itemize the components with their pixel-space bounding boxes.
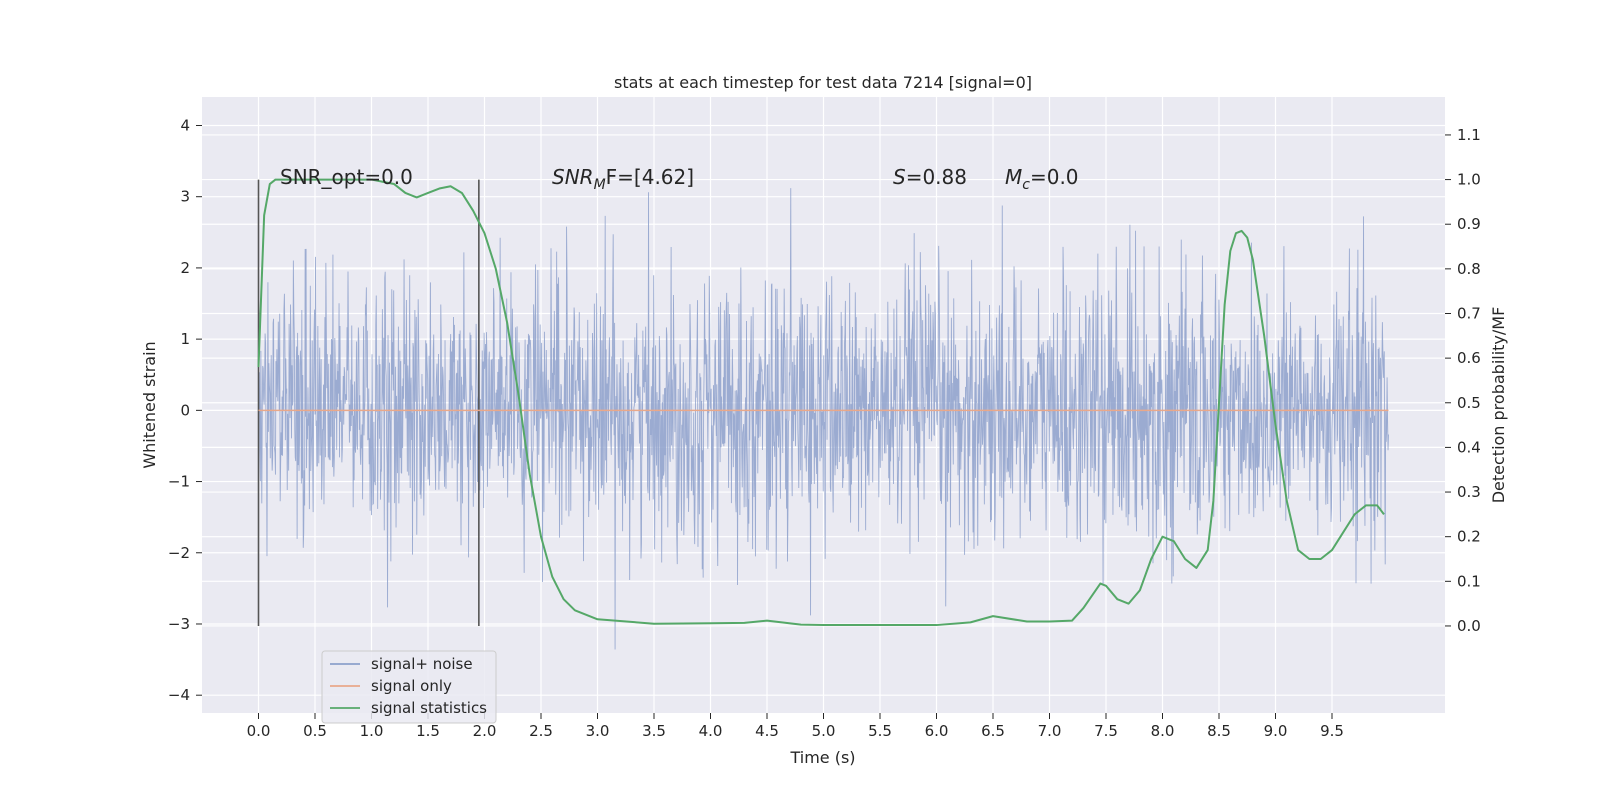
x-tick-label: 3.0 xyxy=(586,722,610,740)
y-right-tick-label: 0.2 xyxy=(1457,528,1481,546)
y-left-tick-label: 0 xyxy=(180,401,190,419)
x-tick-label: 1.0 xyxy=(360,722,384,740)
x-tick-label: 3.5 xyxy=(642,722,666,740)
y-right-tick-labels: 1.1 1.0 0.9 0.8 0.7 0.6 0.5 0.4 0.3 0.2 0.1 0.0 xyxy=(1445,126,1481,635)
snr-mf-suffix: F=[4.62] xyxy=(606,165,694,189)
x-axis-label: Time (s) xyxy=(789,748,855,767)
y-axis-label-right: Detection probability/MF xyxy=(1489,307,1508,504)
x-tick-label: 9.5 xyxy=(1320,722,1344,740)
x-tick-label: 8.5 xyxy=(1207,722,1231,740)
s-label: S xyxy=(893,165,906,189)
mc-value: =0.0 xyxy=(1030,165,1079,189)
annotation-s: S=0.88 xyxy=(893,165,967,189)
y-left-tick-labels: 4 3 2 1 0 −1 −2 −3 −4 xyxy=(168,116,202,704)
y-left-tick-label: 4 xyxy=(180,116,190,134)
y-right-tick-label: 0.6 xyxy=(1457,349,1481,367)
x-tick-label: 7.5 xyxy=(1094,722,1118,740)
x-tick-label: 2.5 xyxy=(529,722,553,740)
window-markers xyxy=(257,179,480,626)
y-left-tick-label: −4 xyxy=(168,686,190,704)
y-right-tick-label: 0.5 xyxy=(1457,394,1481,412)
legend: signal+ noise signal only signal statist… xyxy=(321,650,497,724)
x-tick-label: 6.0 xyxy=(925,722,949,740)
y-right-tick-label: 0.0 xyxy=(1457,617,1481,635)
y-right-tick-label: 0.7 xyxy=(1457,304,1481,322)
x-tick-label: 0.5 xyxy=(303,722,327,740)
x-tick-label: 4.0 xyxy=(699,722,723,740)
y-right-tick-label: 0.9 xyxy=(1457,215,1481,233)
y-right-tick-label: 0.8 xyxy=(1457,260,1481,278)
statistics-line xyxy=(257,178,1385,627)
y-left-tick-label: 1 xyxy=(180,330,190,348)
series-signal-statistics xyxy=(257,178,1385,627)
series-signal-noise xyxy=(258,188,1389,650)
x-tick-label: 8.0 xyxy=(1151,722,1175,740)
x-tick-label: 5.5 xyxy=(868,722,892,740)
x-tick-label: 4.5 xyxy=(755,722,779,740)
y-left-tick-label: 3 xyxy=(180,188,190,206)
mc-sub: c xyxy=(1022,177,1030,193)
legend-box xyxy=(321,650,497,724)
y-right-tick-label: 1.1 xyxy=(1457,126,1481,144)
s-value: =0.88 xyxy=(906,165,967,189)
x-tick-label: 0.0 xyxy=(247,722,271,740)
y-left-tick-label: 2 xyxy=(180,259,190,277)
y-right-tick-label: 1.0 xyxy=(1457,171,1481,189)
x-tick-label: 2.0 xyxy=(473,722,497,740)
y-axis-label-left: Whitened strain xyxy=(140,341,159,468)
y-right-tick-label: 0.3 xyxy=(1457,483,1481,501)
annotation-snr-opt: SNR_opt=0.0 xyxy=(280,165,413,189)
x-tick-label: 9.0 xyxy=(1264,722,1288,740)
noise-waveform xyxy=(258,188,1389,650)
x-tick-label: 1.5 xyxy=(416,722,440,740)
y-right-tick-label: 0.1 xyxy=(1457,572,1481,590)
x-tick-label: 6.5 xyxy=(981,722,1005,740)
x-tick-labels: 0.0 0.5 1.0 1.5 2.0 2.5 3.0 3.5 4.0 4.5 5.0 5.5 6.0 6… xyxy=(247,713,1344,740)
chart-title: stats at each timestep for test data 721… xyxy=(614,73,1032,92)
annotation-mc: Mc=0.0 xyxy=(1005,165,1079,193)
y-left-tick-label: −2 xyxy=(168,544,190,562)
snr-mf-prefix: SNR xyxy=(552,165,594,189)
x-tick-label: 7.0 xyxy=(1038,722,1062,740)
legend-label-signal-only: signal only xyxy=(371,677,452,695)
legend-label-noise: signal+ noise xyxy=(371,655,473,673)
y-left-tick-label: −3 xyxy=(168,615,190,633)
y-right-tick-label: 0.4 xyxy=(1457,438,1481,456)
annotation-snr-mf: SNRMF=[4.62] xyxy=(552,165,694,193)
snr-mf-sub: M xyxy=(594,177,606,193)
legend-label-statistics: signal statistics xyxy=(371,699,487,717)
y-left-tick-label: −1 xyxy=(168,473,190,491)
x-tick-label: 5.0 xyxy=(812,722,836,740)
mc-label: M xyxy=(1005,165,1022,189)
